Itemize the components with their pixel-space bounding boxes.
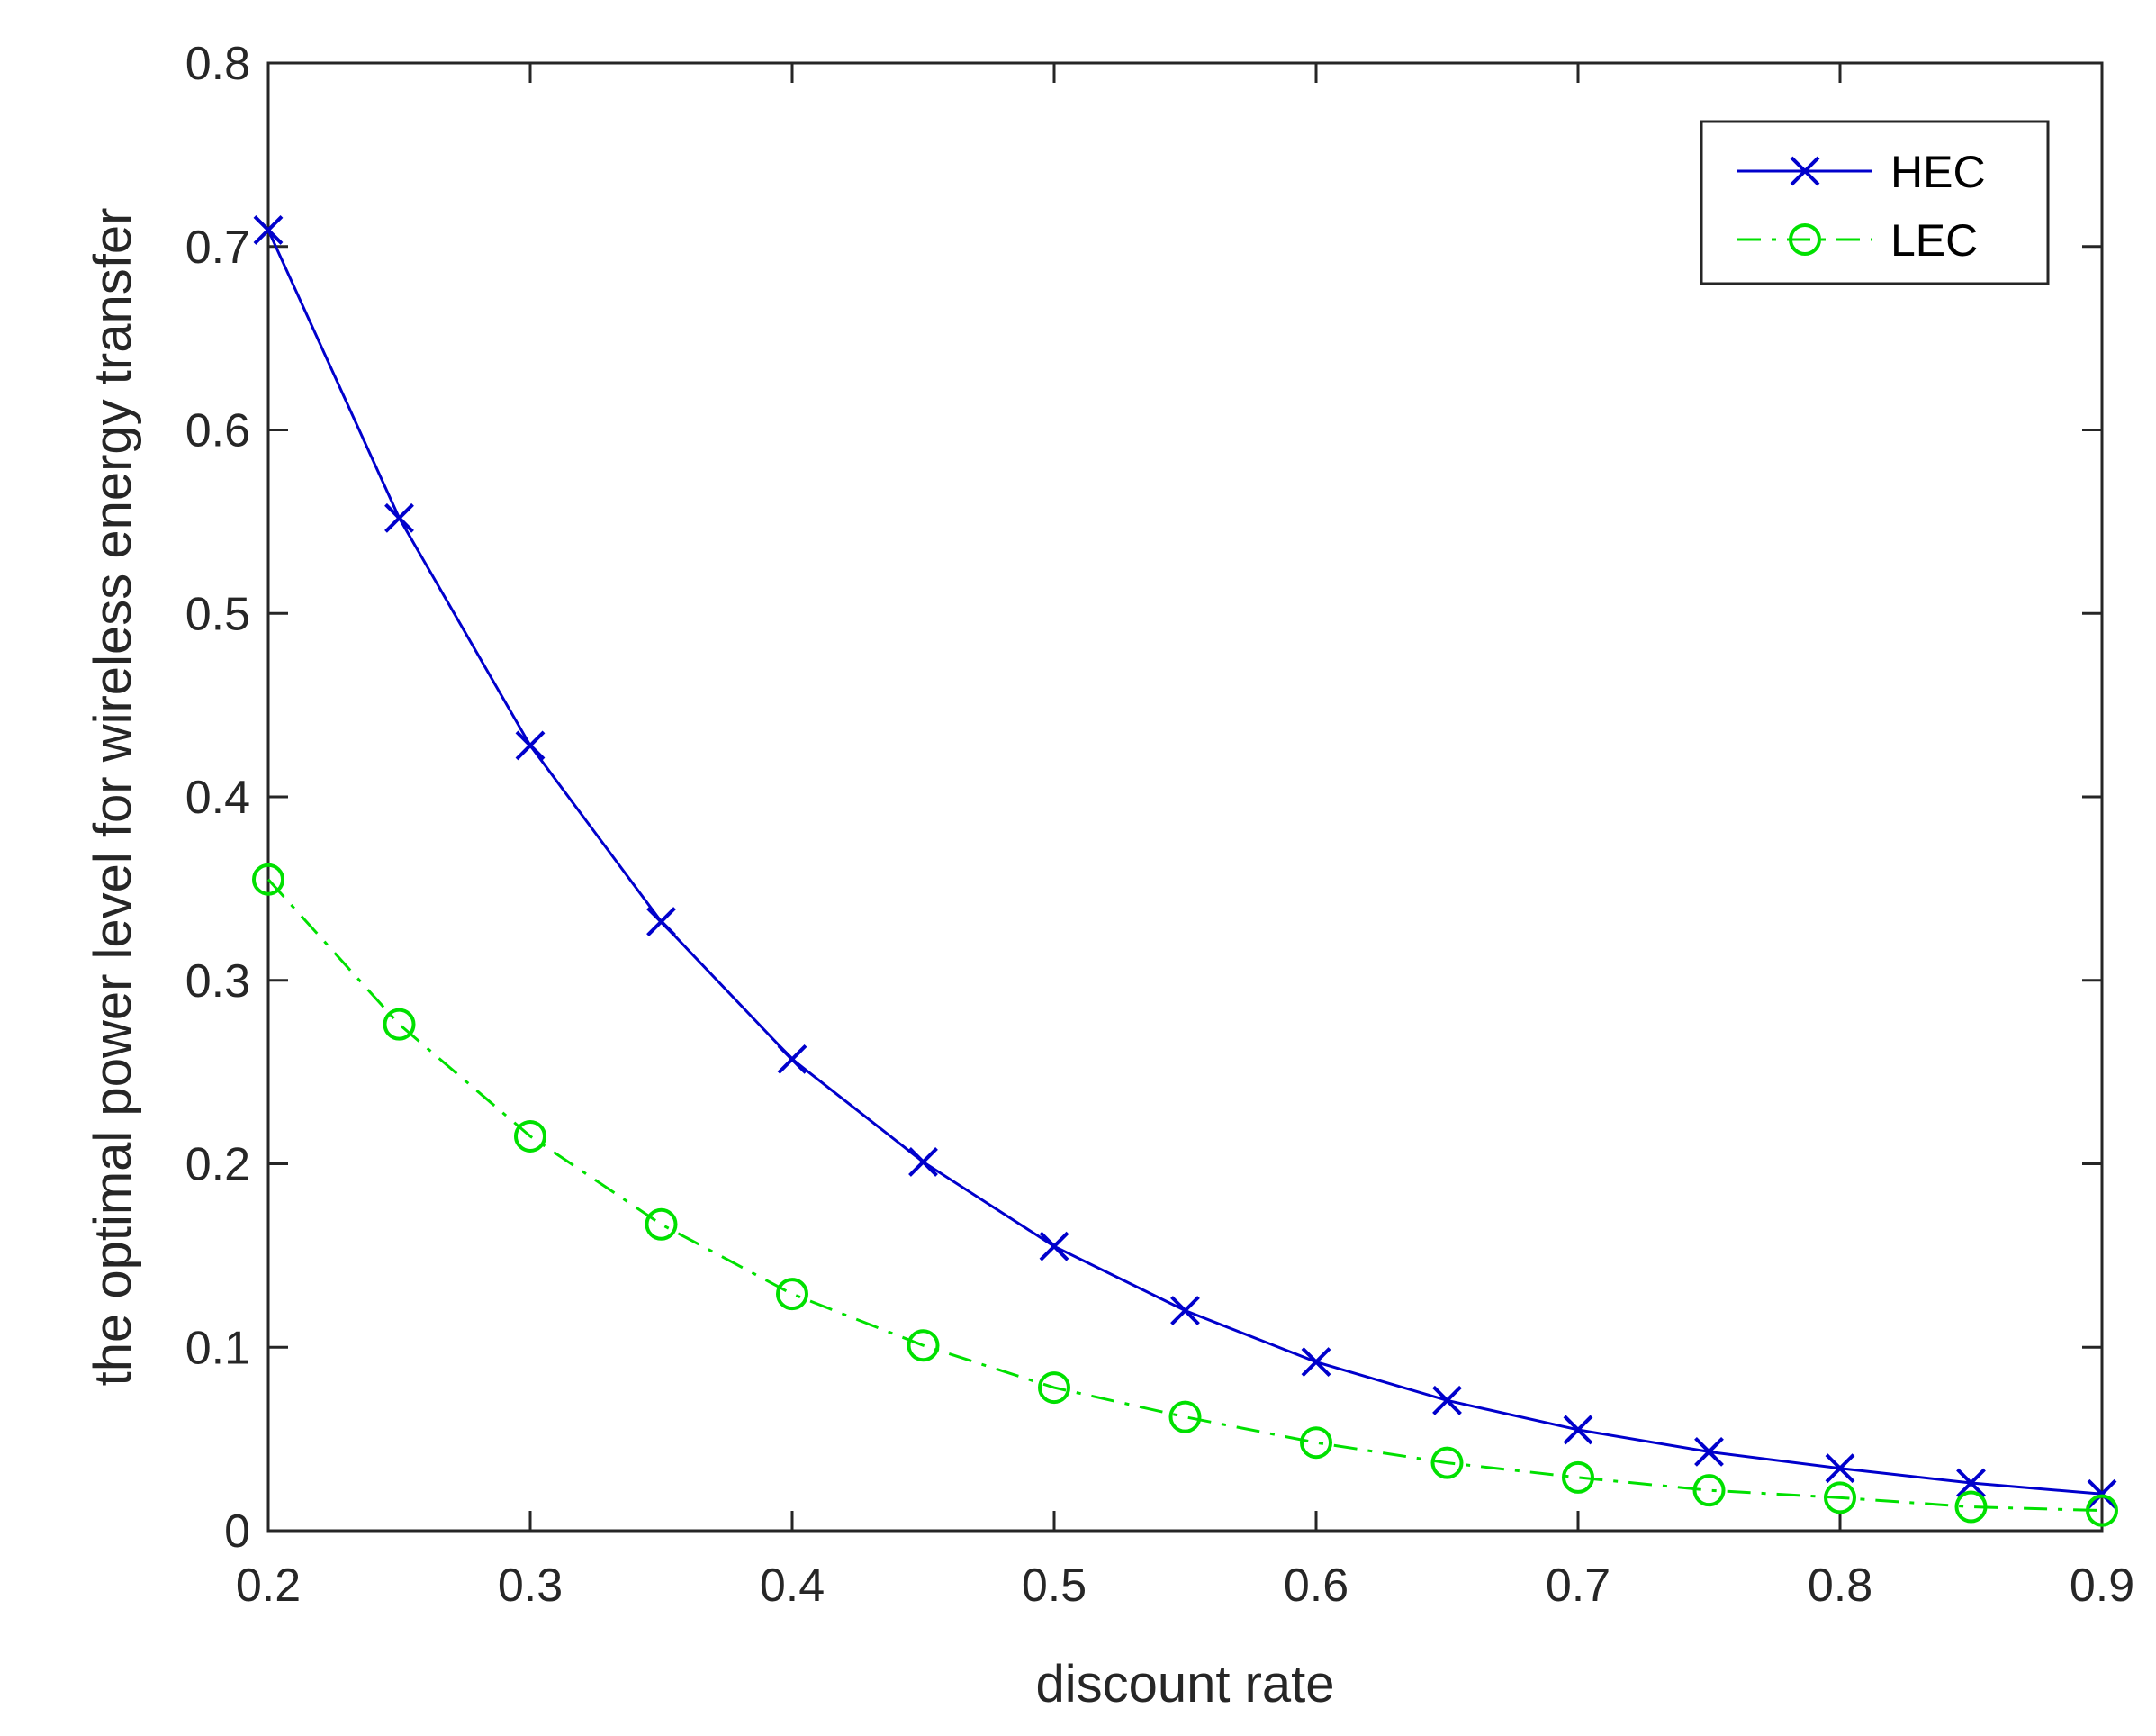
legend-swatch-marker bbox=[1789, 223, 1821, 256]
marker-stroke bbox=[1301, 1347, 1331, 1377]
data-point-lec bbox=[1692, 1474, 1726, 1507]
legend-item-lec: LEC bbox=[1737, 215, 1978, 266]
y-tick-label: 0.7 bbox=[185, 222, 250, 274]
data-point-lec bbox=[1300, 1426, 1332, 1460]
legend-item-hec: HEC bbox=[1737, 147, 1986, 197]
data-point-hec bbox=[1563, 1415, 1593, 1445]
marker-stroke bbox=[908, 1147, 938, 1177]
x-tick-label: 0.4 bbox=[760, 1560, 825, 1612]
data-point-lec bbox=[1038, 1371, 1070, 1405]
marker-stroke bbox=[1694, 1436, 1724, 1467]
data-point-hec bbox=[253, 214, 284, 245]
series-hec bbox=[253, 214, 2117, 1509]
data-point-lec bbox=[1824, 1481, 1856, 1514]
marker-stroke bbox=[1039, 1231, 1069, 1261]
marker-stroke bbox=[777, 1044, 807, 1074]
marker-stroke bbox=[1956, 1468, 1986, 1498]
marker-stroke bbox=[1790, 156, 1820, 186]
data-point-hec bbox=[1694, 1436, 1724, 1467]
x-tick-label: 0.8 bbox=[1808, 1560, 1872, 1612]
x-tick-label: 0.6 bbox=[1284, 1560, 1349, 1612]
data-point-lec bbox=[645, 1207, 678, 1241]
data-point-hec bbox=[1170, 1296, 1200, 1325]
x-tick-label: 0.3 bbox=[498, 1560, 563, 1612]
data-point-lec bbox=[252, 863, 284, 896]
marker-stroke bbox=[1825, 1453, 1855, 1484]
y-tick-label: 0.6 bbox=[185, 405, 250, 457]
data-point-lec bbox=[1562, 1460, 1594, 1494]
data-point-lec bbox=[383, 1008, 416, 1041]
marker-stroke bbox=[1563, 1415, 1593, 1445]
data-point-hec bbox=[1956, 1468, 1986, 1498]
data-point-hec bbox=[1301, 1347, 1331, 1377]
data-point-hec bbox=[1432, 1385, 1462, 1415]
series-layer bbox=[252, 214, 2118, 1527]
legend-box bbox=[1700, 120, 2050, 285]
data-point-hec bbox=[1039, 1231, 1069, 1261]
data-point-lec bbox=[1168, 1400, 1202, 1433]
marker-stroke bbox=[515, 730, 546, 761]
data-point-hec bbox=[777, 1044, 807, 1074]
marker-stroke bbox=[646, 907, 676, 936]
legend: HEC LEC bbox=[1700, 120, 2050, 285]
legend-label: LEC bbox=[1890, 215, 1978, 266]
y-tick-label: 0.4 bbox=[185, 772, 250, 824]
marker-stroke bbox=[2087, 1478, 2117, 1509]
data-point-lec bbox=[514, 1119, 546, 1153]
y-tick-label: 0.5 bbox=[185, 588, 250, 640]
series-line-lec bbox=[266, 878, 2103, 1513]
data-point-hec bbox=[646, 907, 676, 936]
data-point-lec bbox=[1430, 1446, 1464, 1479]
data-point-lec bbox=[776, 1278, 808, 1311]
marker-stroke bbox=[1170, 1296, 1200, 1325]
marker-stroke bbox=[384, 502, 414, 533]
data-point-lec bbox=[1954, 1490, 1988, 1524]
x-tick-label: 0.2 bbox=[236, 1560, 301, 1612]
data-point-hec bbox=[384, 502, 414, 533]
y-tick-label: 0.8 bbox=[185, 38, 250, 90]
marker-stroke bbox=[1432, 1385, 1462, 1415]
y-tick-label: 0.2 bbox=[185, 1139, 250, 1191]
axes: 0.2 0.3 0.4 0.5 0.6 0.7 0.8 0.9 0 0.1 0.2 0.3 0.4 0.5… bbox=[185, 38, 2134, 1612]
data-point-hec bbox=[2087, 1478, 2117, 1509]
data-point-hec bbox=[1825, 1453, 1855, 1484]
data-point-hec bbox=[908, 1147, 938, 1177]
y-axis-label: the optimal power level for wireless ene… bbox=[84, 208, 142, 1387]
y-tick-label: 0.1 bbox=[185, 1322, 250, 1374]
series-lec bbox=[252, 863, 2118, 1527]
marker-stroke bbox=[253, 214, 284, 245]
x-axis-label: discount rate bbox=[1035, 1655, 1334, 1713]
data-point-lec bbox=[907, 1329, 940, 1362]
legend-swatch-marker bbox=[1790, 156, 1820, 186]
x-tick-label: 0.7 bbox=[1546, 1560, 1610, 1612]
x-tick-label: 0.9 bbox=[2070, 1560, 2134, 1612]
x-tick-label: 0.5 bbox=[1022, 1560, 1087, 1612]
y-tick-label: 0 bbox=[224, 1505, 250, 1558]
data-point-hec bbox=[515, 730, 546, 761]
data-point-lec bbox=[2086, 1494, 2118, 1527]
legend-label: HEC bbox=[1890, 147, 1986, 197]
y-tick-label: 0.3 bbox=[185, 955, 250, 1008]
